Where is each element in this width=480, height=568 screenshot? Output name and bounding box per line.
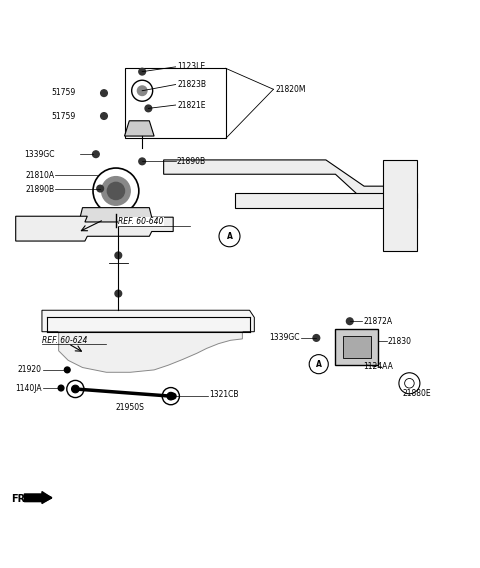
Circle shape — [170, 393, 176, 399]
Circle shape — [58, 385, 64, 391]
Circle shape — [108, 182, 124, 199]
Text: FR.: FR. — [11, 494, 29, 504]
Polygon shape — [59, 332, 242, 372]
Circle shape — [93, 151, 99, 157]
Polygon shape — [124, 121, 154, 136]
Circle shape — [101, 112, 108, 119]
Text: 1140JA: 1140JA — [15, 383, 42, 392]
Polygon shape — [164, 160, 417, 201]
Text: 21950S: 21950S — [116, 403, 144, 412]
Polygon shape — [24, 491, 51, 503]
Text: 21890B: 21890B — [26, 185, 55, 194]
Text: A: A — [316, 360, 322, 369]
Text: 21890B: 21890B — [177, 157, 205, 166]
Text: 21830: 21830 — [388, 337, 412, 346]
Circle shape — [139, 68, 145, 75]
Text: 21820M: 21820M — [276, 85, 306, 94]
Bar — [125, 68, 226, 139]
Text: 1339GC: 1339GC — [269, 333, 300, 343]
Circle shape — [102, 177, 130, 205]
Polygon shape — [383, 160, 417, 250]
Circle shape — [167, 392, 175, 400]
Text: 1124AA: 1124AA — [363, 362, 393, 370]
Circle shape — [115, 252, 121, 258]
Text: 21821E: 21821E — [177, 101, 205, 110]
Text: REF. 60-624: REF. 60-624 — [42, 336, 87, 345]
Text: 21823B: 21823B — [177, 80, 206, 89]
Bar — [336, 329, 378, 365]
Text: 1321CB: 1321CB — [209, 390, 239, 399]
Text: 21920: 21920 — [18, 365, 42, 374]
Circle shape — [347, 318, 353, 324]
Circle shape — [115, 290, 121, 297]
Circle shape — [72, 385, 79, 393]
Text: 51759: 51759 — [51, 87, 75, 97]
Polygon shape — [16, 216, 173, 241]
Circle shape — [145, 105, 152, 112]
Circle shape — [101, 90, 108, 97]
Text: REF. 60-640: REF. 60-640 — [118, 218, 164, 227]
Circle shape — [313, 335, 320, 341]
Text: 21810A: 21810A — [26, 171, 55, 179]
Circle shape — [64, 367, 70, 373]
Polygon shape — [235, 193, 417, 208]
Circle shape — [139, 158, 145, 165]
Text: 51759: 51759 — [51, 111, 75, 120]
Circle shape — [137, 86, 147, 95]
Text: 21880E: 21880E — [402, 389, 431, 398]
Bar — [343, 336, 371, 358]
Polygon shape — [42, 310, 254, 332]
Text: A: A — [227, 232, 232, 241]
Text: 1123LE: 1123LE — [177, 62, 205, 72]
Text: 21872A: 21872A — [363, 317, 392, 325]
Polygon shape — [78, 208, 154, 227]
Circle shape — [97, 185, 104, 192]
Text: 1339GC: 1339GC — [24, 150, 55, 158]
